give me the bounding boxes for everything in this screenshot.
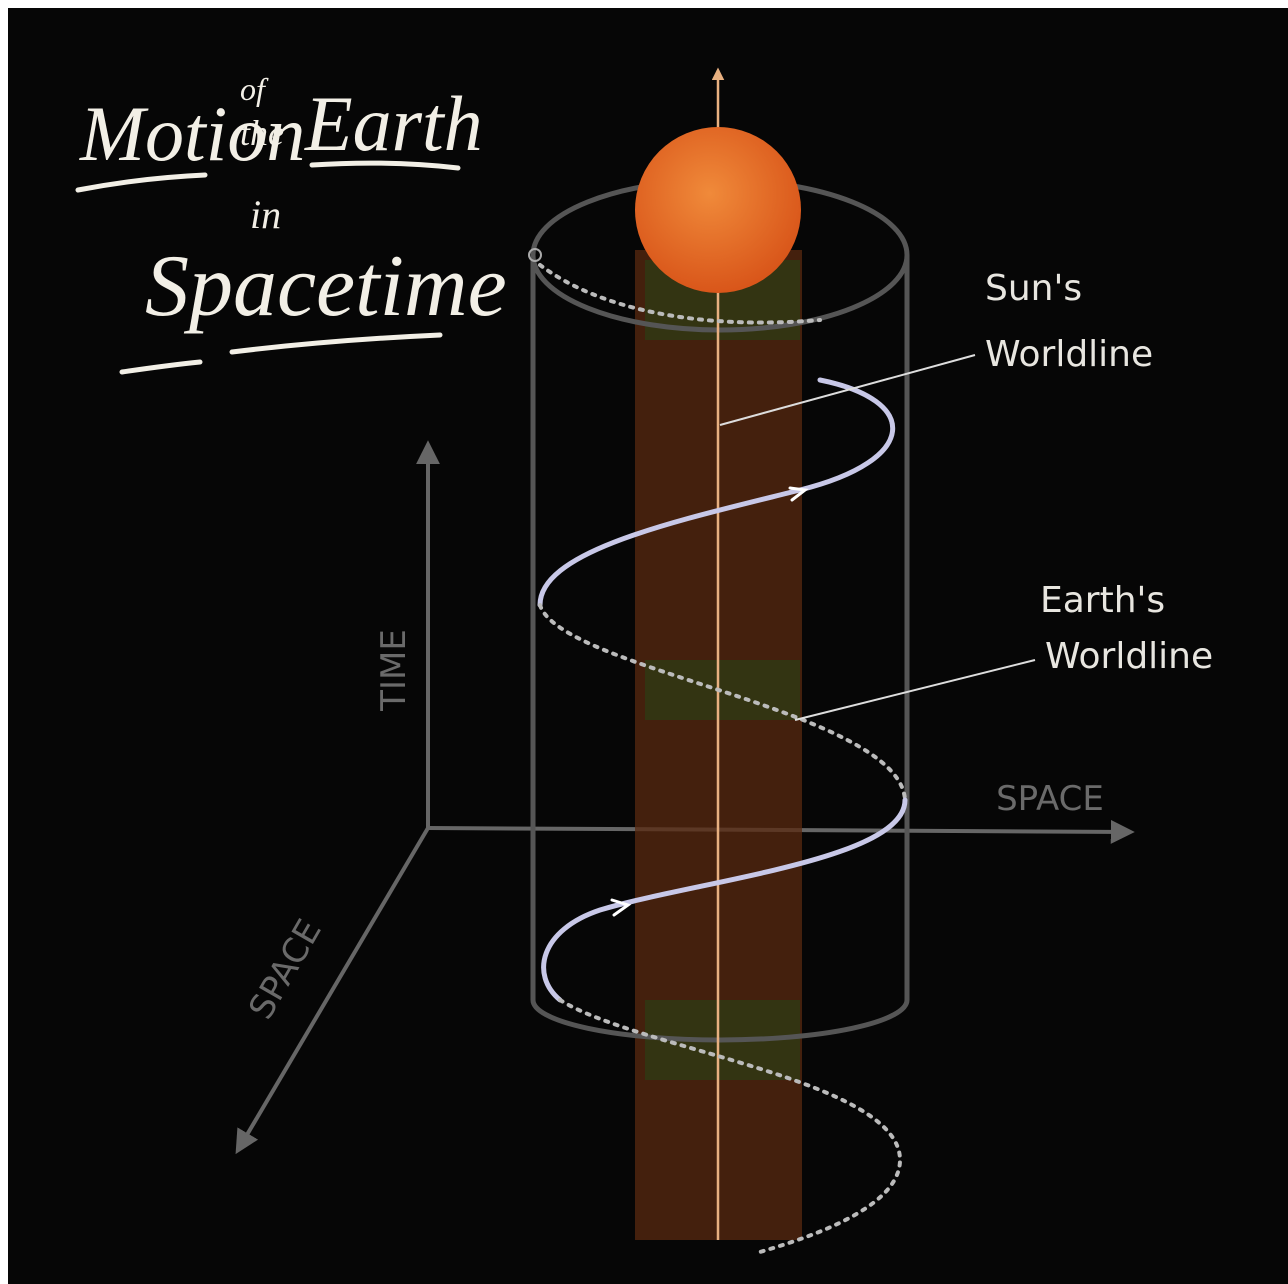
title-word: Earth xyxy=(304,80,483,167)
sun-label: Sun's xyxy=(985,268,1082,309)
earth-label: Earth's xyxy=(1040,580,1165,621)
title-word: Spacetime xyxy=(145,238,507,335)
diagram: TIME SPACE SPACE Motion of the Earth in … xyxy=(0,0,1288,1284)
sun xyxy=(635,127,801,293)
sun-label: Worldline xyxy=(985,334,1153,375)
title-word: in xyxy=(250,192,281,237)
time-axis-label: TIME xyxy=(374,629,414,712)
space-axis-label: SPACE xyxy=(996,779,1104,819)
title-small: of xyxy=(240,71,269,107)
earth-label: Worldline xyxy=(1045,636,1213,677)
title-small: the xyxy=(240,113,284,153)
